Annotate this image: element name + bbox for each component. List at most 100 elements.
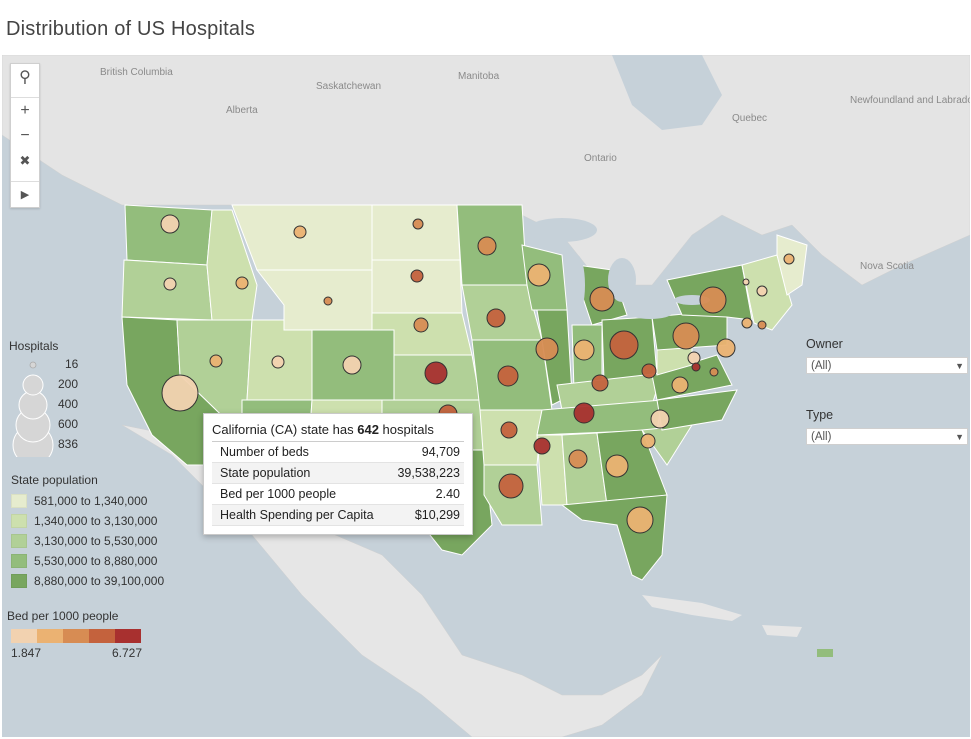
zoom-out-button[interactable]: − (20, 126, 30, 144)
legend-hospitals-circles (12, 361, 54, 457)
label-nova-scotia: Nova Scotia (860, 261, 914, 272)
hospital-bubble[interactable] (271, 355, 285, 369)
hospital-bubble[interactable] (640, 433, 656, 449)
hospital-bubble[interactable] (716, 338, 736, 358)
label-quebec: Quebec (732, 113, 767, 124)
state-north-dakota[interactable] (371, 204, 461, 261)
cuba (642, 595, 742, 621)
hospital-bubble[interactable] (477, 236, 497, 256)
tooltip-row-label: Bed per 1000 people (220, 487, 337, 501)
hospital-bubble[interactable] (163, 277, 177, 291)
hospital-bubble[interactable] (672, 322, 700, 350)
hospital-bubble[interactable] (323, 296, 333, 306)
hospital-bubble[interactable] (742, 278, 750, 286)
map-view[interactable]: British Columbia Alberta Saskatchewan Ma… (2, 55, 970, 737)
hospital-bubble[interactable] (589, 286, 615, 312)
legend-population-item: 5,530,000 to 8,880,000 (11, 551, 164, 571)
state-oregon[interactable] (121, 259, 213, 321)
hospital-bubble[interactable] (293, 225, 307, 239)
legend-size-836: 836 (58, 437, 79, 451)
hospital-bubble[interactable] (527, 263, 551, 287)
hospital-bubble[interactable] (691, 362, 701, 372)
hospital-bubble[interactable] (641, 363, 657, 379)
hospital-bubble[interactable] (573, 339, 595, 361)
hospital-bubble[interactable] (160, 214, 180, 234)
label-saskatchewan: Saskatchewan (316, 81, 381, 92)
filter-type: Type (All) ▼ (806, 408, 968, 445)
hospital-bubble[interactable] (498, 473, 524, 499)
hospital-bubble[interactable] (757, 320, 767, 330)
legend-population-item: 8,880,000 to 39,100,000 (11, 571, 164, 591)
hospital-bubble[interactable] (573, 402, 595, 424)
puerto-rico (817, 649, 833, 657)
hispaniola (762, 625, 802, 637)
hospital-bubble[interactable] (535, 337, 559, 361)
hospital-bubble[interactable] (699, 286, 727, 314)
hospital-bubble[interactable] (591, 374, 609, 392)
hospital-bubble[interactable] (756, 285, 768, 297)
hospital-bubble[interactable] (235, 276, 249, 290)
legend-hospitals: Hospitals 16 200 400 600 836 (9, 339, 79, 457)
hospital-bubble[interactable] (413, 317, 429, 333)
type-select[interactable]: (All) ▼ (806, 428, 968, 445)
legend-swatch (11, 494, 27, 508)
hospital-bubble[interactable] (209, 354, 223, 368)
label-manitoba: Manitoba (458, 71, 500, 82)
hospital-bubble[interactable] (486, 308, 506, 328)
legend-hospitals-title: Hospitals (9, 339, 59, 353)
legend-beds-gradient (11, 629, 142, 643)
tooltip-row: Number of beds 94,709 (212, 442, 464, 463)
tooltip-suffix: hospitals (378, 422, 434, 437)
hospital-bubble[interactable] (412, 218, 424, 230)
hospital-bubble[interactable] (424, 361, 448, 385)
hospital-bubble[interactable] (626, 506, 654, 534)
map-region-labels: British Columbia Alberta Saskatchewan Ma… (100, 67, 970, 272)
zoom-in-button[interactable]: + (11, 97, 39, 123)
hospital-bubble[interactable] (709, 367, 719, 377)
state-south-dakota[interactable] (371, 259, 463, 314)
hospital-bubble[interactable] (533, 437, 551, 455)
tooltip-row-label: State population (220, 466, 311, 480)
hospital-bubble[interactable] (497, 365, 519, 387)
hospital-bubble[interactable] (687, 351, 701, 365)
tooltip-row-value: $10,299 (414, 508, 460, 522)
hospital-bubble[interactable] (605, 454, 629, 478)
legend-beds-swatch (89, 629, 115, 643)
search-icon[interactable]: ⚲ (19, 68, 31, 86)
legend-beds: Bed per 1000 people 1.847 6.727 (7, 609, 142, 660)
hospital-bubble[interactable] (671, 376, 689, 394)
legend-population-label: 8,880,000 to 39,100,000 (34, 574, 165, 588)
legend-beds-title: Bed per 1000 people (7, 609, 119, 623)
hospital-bubble[interactable] (342, 355, 362, 375)
state-washington[interactable] (124, 204, 213, 266)
state-tooltip: California (CA) state has 642 hospitals … (203, 413, 473, 535)
state-maine[interactable] (776, 234, 808, 296)
legend-population-item: 1,340,000 to 3,130,000 (11, 511, 164, 531)
pin-icon[interactable]: ✖ (19, 152, 31, 168)
tooltip-row: Health Spending per Capita $10,299 (212, 505, 464, 526)
legend-swatch (11, 554, 27, 568)
hospital-bubble[interactable] (161, 374, 199, 412)
canada-land (2, 55, 970, 286)
legend-population-title: State population (11, 473, 98, 487)
hospital-bubble[interactable] (783, 253, 795, 265)
hospital-bubble[interactable] (500, 421, 518, 439)
label-ontario: Ontario (584, 153, 617, 164)
legend-hospitals-sizes: 16 200 400 600 836 (9, 357, 79, 457)
hospital-bubble[interactable] (410, 269, 424, 283)
page-title: Distribution of US Hospitals (6, 18, 256, 40)
type-select-value: (All) (811, 430, 832, 443)
label-alberta: Alberta (226, 105, 258, 116)
hospital-bubbles[interactable] (160, 214, 795, 534)
legend-swatch (11, 514, 27, 528)
legend-beds-swatch (37, 629, 63, 643)
owner-select[interactable]: (All) ▼ (806, 357, 968, 374)
hospital-bubble[interactable] (741, 317, 753, 329)
play-icon[interactable]: ▶ (11, 181, 39, 207)
hospital-bubble[interactable] (609, 330, 639, 360)
legend-beds-swatch (115, 629, 141, 643)
hospital-bubble[interactable] (568, 449, 588, 469)
hudson-bay (612, 55, 722, 130)
map-canvas[interactable]: British Columbia Alberta Saskatchewan Ma… (2, 55, 970, 737)
hospital-bubble[interactable] (650, 409, 670, 429)
